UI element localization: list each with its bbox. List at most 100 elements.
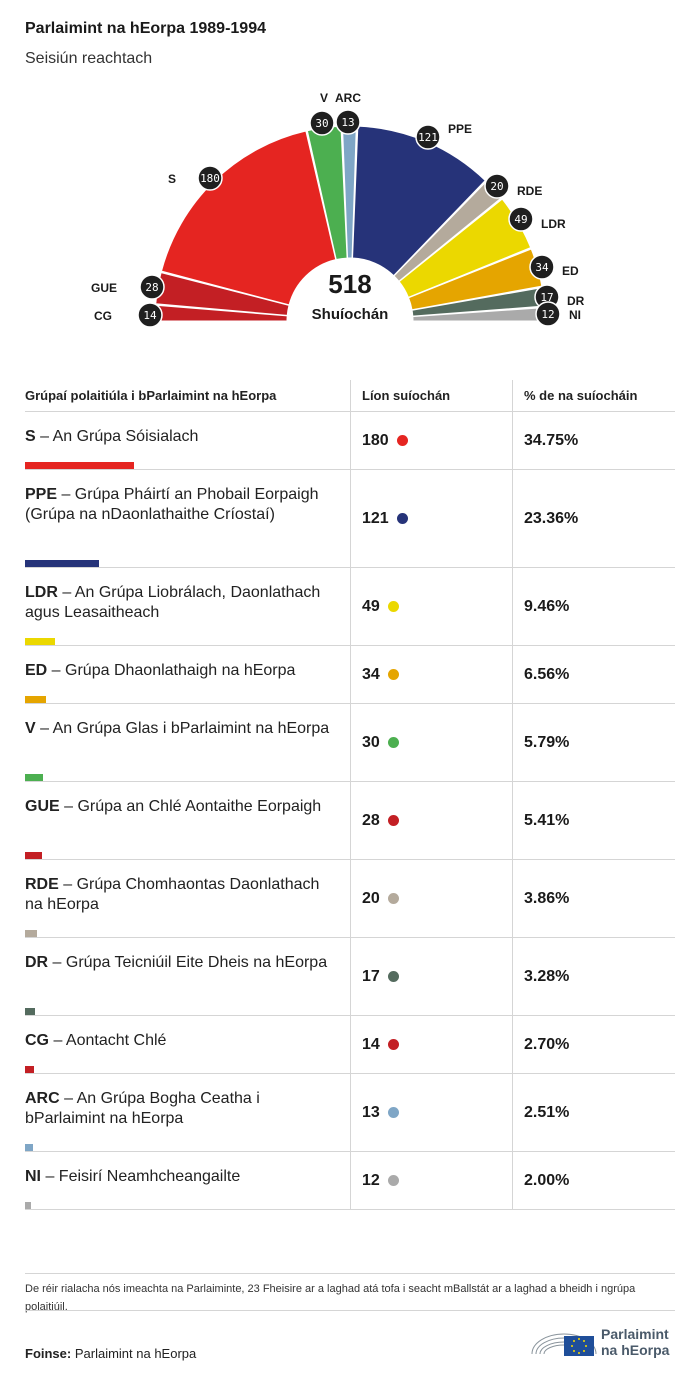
header-group: Grúpaí polaitiúla i bParlaimint na hEorp… — [25, 388, 277, 403]
group-abbr: NI — [25, 1168, 41, 1185]
percent-cell: 23.36% — [512, 470, 675, 567]
percent-cell: 5.79% — [512, 704, 675, 781]
group-color-dot-icon — [387, 669, 399, 680]
group-full-name: – Feisirí Neamhcheangailte — [41, 1168, 241, 1185]
seat-badge-cg — [137, 302, 163, 328]
logo-line-1: Parlaimint — [601, 1326, 669, 1342]
seat-count-ed: 34 — [535, 261, 549, 274]
seats-value: 17 — [362, 967, 380, 985]
group-label-s: S — [168, 172, 176, 186]
seats-value: 28 — [362, 811, 380, 829]
seats-cell: 180 — [350, 412, 512, 469]
share-bar — [25, 1202, 32, 1209]
group-label-rde: RDE — [517, 184, 542, 198]
group-label-ed: ED — [562, 264, 579, 278]
group-abbr: S — [25, 428, 36, 445]
share-bar — [25, 1008, 36, 1015]
share-bar — [25, 1144, 33, 1151]
group-name-cell: PPE – Grúpa Pháirtí an Phobail Eorpaigh … — [25, 470, 350, 567]
group-full-name: – Grúpa Teicniúil Eite Dheis na hEorpa — [48, 954, 328, 971]
group-color-dot-icon — [396, 435, 408, 446]
group-color-dot-icon — [387, 893, 399, 904]
seat-badge-rde — [484, 173, 510, 199]
seats-value: 12 — [362, 1171, 380, 1189]
table-header: Grúpaí polaitiúla i bParlaimint na hEorp… — [25, 380, 675, 412]
group-abbr: RDE — [25, 876, 59, 893]
seat-badge-s — [197, 165, 223, 191]
group-label-cg: CG — [94, 309, 112, 323]
total-seats-label: Shuíochán — [312, 306, 389, 323]
percent-cell: 9.46% — [512, 568, 675, 645]
group-full-name: – An Grúpa Glas i bParlaimint na hEorpa — [35, 720, 330, 737]
share-bar — [25, 930, 38, 937]
group-label-ppe: PPE — [448, 122, 472, 136]
seats-value: 20 — [362, 889, 380, 907]
seats-value: 34 — [362, 665, 380, 683]
header-seats: Líon suíochán — [350, 380, 512, 411]
group-abbr: PPE — [25, 486, 58, 503]
percent-cell: 2.00% — [512, 1152, 675, 1209]
group-full-name: – Grúpa Dhaonlathaigh na hEorpa — [47, 662, 296, 679]
share-bar — [25, 462, 135, 469]
seat-count-ldr: 49 — [514, 213, 527, 226]
seats-cell: 30 — [350, 704, 512, 781]
seats-value: 121 — [362, 509, 389, 527]
share-bar — [25, 1066, 34, 1073]
seats-value: 13 — [362, 1103, 380, 1121]
seats-value: 180 — [362, 431, 389, 449]
table-row: ARC – An Grúpa Bogha Ceatha i bParlaimin… — [25, 1074, 675, 1152]
group-abbr: GUE — [25, 798, 60, 815]
group-abbr: LDR — [25, 584, 58, 601]
seats-cell: 17 — [350, 938, 512, 1015]
percent-cell: 34.75% — [512, 412, 675, 469]
group-name-cell: V – An Grúpa Glas i bParlaimint na hEorp… — [25, 704, 350, 781]
group-color-dot-icon — [387, 1107, 399, 1118]
group-label-dr: DR — [567, 294, 585, 308]
group-color-dot-icon — [387, 1039, 399, 1050]
seat-badge-arc — [335, 109, 361, 135]
group-label-ldr: LDR — [541, 217, 566, 231]
group-label-gue: GUE — [91, 281, 117, 295]
group-label-ni: NI — [569, 308, 581, 322]
table-row: NI – Feisirí Neamhcheangailte 12 2.00% — [25, 1152, 675, 1210]
group-name-cell: LDR – An Grúpa Liobrálach, Daonlathach a… — [25, 568, 350, 645]
seats-cell: 20 — [350, 860, 512, 937]
seat-count-arc: 13 — [341, 116, 354, 129]
seat-badge-ldr — [508, 206, 534, 232]
group-name-cell: ED – Grúpa Dhaonlathaigh na hEorpa — [25, 646, 350, 703]
table-row: DR – Grúpa Teicniúil Eite Dheis na hEorp… — [25, 938, 675, 1016]
seat-badge-gue — [139, 274, 165, 300]
seat-count-v: 30 — [315, 117, 328, 130]
group-color-dot-icon — [396, 513, 408, 524]
header-percent: % de na suíocháin — [512, 380, 675, 411]
share-bar — [25, 696, 46, 703]
group-color-dot-icon — [387, 815, 399, 826]
group-full-name: – An Grúpa Liobrálach, Daonlathach agus … — [25, 584, 321, 621]
group-name-cell: NI – Feisirí Neamhcheangailte — [25, 1152, 350, 1209]
logo-text: Parlaimint na hEorpa — [601, 1326, 669, 1358]
group-name-cell: S – An Grúpa Sóisialach — [25, 412, 350, 469]
source-label: Foinse: — [25, 1346, 72, 1361]
group-name-cell: ARC – An Grúpa Bogha Ceatha i bParlaimin… — [25, 1074, 350, 1151]
seat-count-s: 180 — [200, 172, 220, 185]
group-abbr: CG — [25, 1032, 49, 1049]
seats-cell: 34 — [350, 646, 512, 703]
page-subtitle: Seisiún reachtach — [25, 50, 153, 67]
seat-badge-v — [309, 110, 335, 136]
percent-cell: 6.56% — [512, 646, 675, 703]
percent-cell: 3.86% — [512, 860, 675, 937]
seats-cell: 49 — [350, 568, 512, 645]
group-full-name: – Grúpa an Chlé Aontaithe Eorpaigh — [59, 798, 322, 815]
page-title: Parlaimint na hEorpa 1989-1994 — [25, 20, 266, 37]
seat-count-dr: 17 — [540, 291, 553, 304]
group-full-name: – Aontacht Chlé — [49, 1032, 167, 1049]
seats-value: 14 — [362, 1035, 380, 1053]
group-full-name: – Grúpa Pháirtí an Phobail Eorpaigh (Grú… — [25, 486, 319, 523]
group-color-dot-icon — [387, 1175, 399, 1186]
table-row: S – An Grúpa Sóisialach 180 34.75% — [25, 412, 675, 470]
percent-cell: 3.28% — [512, 938, 675, 1015]
share-bar — [25, 638, 55, 645]
seats-value: 49 — [362, 597, 380, 615]
group-label-v: V — [320, 91, 328, 105]
seats-cell: 121 — [350, 470, 512, 567]
